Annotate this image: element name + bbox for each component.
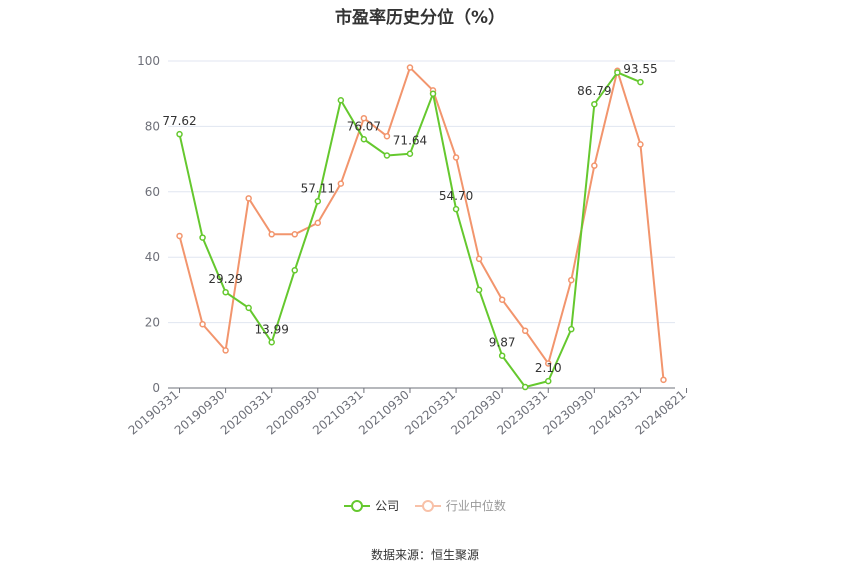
grid-layer bbox=[168, 60, 675, 324]
x-tick-label: 20200930 bbox=[264, 388, 320, 438]
y-tick-label: 40 bbox=[145, 250, 160, 264]
x-tick-label: 20210930 bbox=[356, 388, 412, 438]
series-layer bbox=[176, 64, 667, 391]
industry-point bbox=[222, 347, 229, 354]
industry-point bbox=[521, 327, 529, 335]
legend: 公司 行业中位数 bbox=[0, 497, 850, 516]
company-point bbox=[591, 100, 598, 108]
company-data-label: 29.29 bbox=[208, 272, 242, 286]
company-data-label: 77.62 bbox=[162, 114, 196, 128]
company-line bbox=[178, 71, 641, 389]
x-tick-label: 20220930 bbox=[448, 388, 504, 438]
company-point bbox=[429, 90, 437, 97]
company-point bbox=[291, 267, 298, 274]
x-tick-label: 20240821 bbox=[633, 388, 689, 438]
y-tick-label: 100 bbox=[137, 54, 160, 68]
company-point bbox=[199, 234, 206, 241]
legend-company-label: 公司 bbox=[375, 499, 400, 513]
industry-point bbox=[360, 114, 368, 122]
company-point bbox=[337, 96, 345, 104]
company-point bbox=[614, 69, 621, 76]
company-point bbox=[452, 205, 460, 213]
x-tick-label: 20230331 bbox=[494, 388, 550, 438]
x-tick-label: 20200331 bbox=[218, 388, 274, 438]
company-data-label: 86.79 bbox=[577, 84, 611, 98]
industry-point bbox=[406, 64, 414, 71]
x-tick-label: 20220331 bbox=[402, 388, 458, 438]
legend-item-company[interactable]: 公司 bbox=[344, 497, 399, 514]
industry-point bbox=[383, 132, 391, 140]
legend-item-industry[interactable]: 行业中位数 bbox=[414, 497, 506, 514]
axis-layer: 0 20 40 60 80 100 2019033120190930202003312020… bbox=[126, 54, 689, 438]
industry-point bbox=[498, 296, 506, 303]
industry-point bbox=[660, 376, 667, 384]
x-tick-label: 20190930 bbox=[172, 388, 228, 438]
company-point bbox=[521, 383, 529, 391]
company-data-label: 71.64 bbox=[393, 134, 427, 148]
company-point bbox=[568, 325, 575, 333]
y-tick-label: 20 bbox=[145, 316, 160, 330]
industry-point bbox=[291, 231, 298, 238]
industry-point bbox=[452, 154, 460, 161]
company-point bbox=[406, 150, 414, 157]
industry-point bbox=[568, 276, 575, 284]
source-note: 数据来源：恒生聚源 bbox=[370, 548, 479, 562]
company-point bbox=[360, 136, 368, 143]
company-point bbox=[637, 78, 644, 86]
x-tick-label: 20240331 bbox=[587, 388, 643, 438]
company-point bbox=[383, 152, 391, 159]
company-point bbox=[176, 130, 183, 138]
company-point bbox=[498, 352, 506, 359]
industry-point bbox=[475, 255, 483, 263]
industry-point bbox=[176, 232, 183, 240]
industry-point bbox=[637, 141, 644, 148]
industry-point bbox=[268, 231, 275, 238]
company-point bbox=[268, 339, 275, 346]
y-tick-label: 0 bbox=[152, 381, 160, 395]
industry-point bbox=[245, 195, 252, 202]
industry-point bbox=[337, 180, 345, 187]
company-data-label: 76.07 bbox=[347, 119, 381, 133]
legend-industry-label: 行业中位数 bbox=[445, 499, 506, 513]
company-point bbox=[475, 286, 483, 294]
x-tick-label: 20210331 bbox=[310, 388, 366, 438]
industry-point bbox=[314, 219, 322, 227]
legend-industry-marker-icon bbox=[414, 499, 441, 512]
company-point bbox=[222, 288, 229, 296]
company-data-label: 2.10 bbox=[535, 361, 562, 375]
company-data-label: 57.11 bbox=[301, 181, 335, 195]
company-point bbox=[545, 377, 552, 385]
x-tick-label: 20190331 bbox=[126, 388, 182, 438]
y-tick-label: 80 bbox=[145, 119, 160, 133]
industry-point bbox=[591, 162, 598, 169]
industry-point bbox=[199, 320, 206, 328]
company-data-label: 13.99 bbox=[255, 322, 289, 336]
label-layer: 77.62 29.29 13.99 57.11 76.07 71.64 54.70 9.87 2… bbox=[162, 62, 657, 375]
company-data-label: 54.70 bbox=[439, 189, 473, 203]
legend-company-marker-icon bbox=[344, 499, 371, 512]
company-data-label: 9.87 bbox=[489, 336, 516, 350]
chart-title: 市盈率历史分位（%） bbox=[334, 8, 506, 28]
company-data-label: 93.55 bbox=[623, 62, 657, 76]
y-tick-label: 60 bbox=[145, 185, 160, 199]
company-point bbox=[314, 198, 322, 205]
industry-line bbox=[178, 66, 665, 380]
industry-point bbox=[545, 360, 552, 367]
company-point bbox=[245, 304, 252, 312]
x-tick-label: 20230930 bbox=[540, 388, 596, 438]
